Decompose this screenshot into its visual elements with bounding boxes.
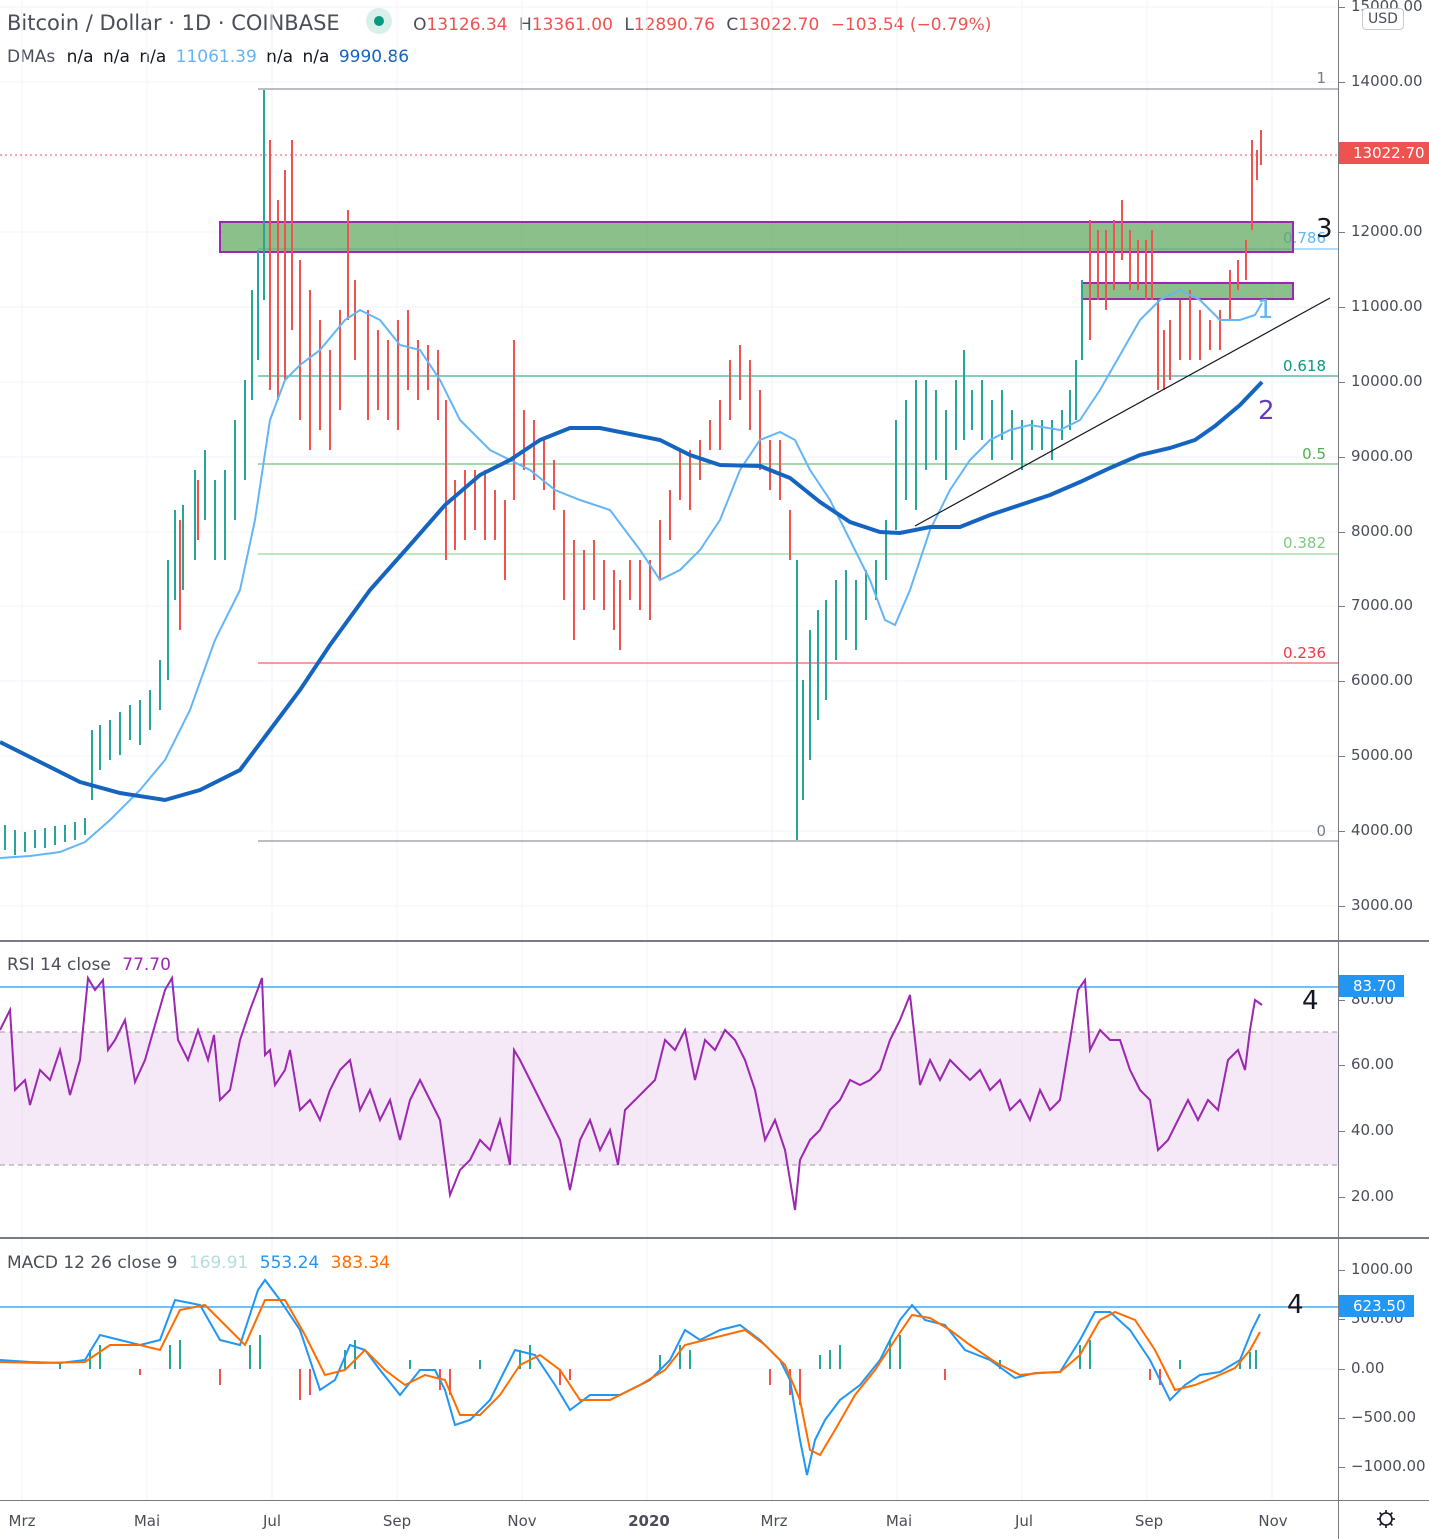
dma200-value: 9990.86	[338, 47, 410, 67]
pane-separator-rsi[interactable]	[0, 940, 1429, 942]
macd-hline-tag: 623.50	[1339, 1295, 1414, 1317]
trendline[interactable]	[914, 297, 1331, 527]
svg-text:0.618: 0.618	[1283, 357, 1326, 375]
annotation-3: 3	[1316, 214, 1333, 244]
chart-canvas[interactable]: 1 0.786 0.618 0.5 0.382 0.236 0	[0, 0, 1338, 1500]
symbol-legend: Bitcoin / Dollar · 1D · COINBASE O13126.…	[7, 8, 1003, 35]
macd-line	[0, 1278, 1261, 1476]
dmas-title: DMAs	[7, 47, 56, 67]
rsi-title: RSI 14 close	[7, 955, 111, 975]
macd-axis[interactable]: 1000.00 500.00 0.00 −500.00 −1000.00 623…	[1338, 1239, 1429, 1500]
resistance-zone-3[interactable]	[219, 221, 1294, 253]
macd-title: MACD 12 26 close 9	[7, 1253, 178, 1273]
axis-corner	[1338, 1500, 1339, 1539]
rsi-band	[0, 1032, 1338, 1165]
ohlc-values: O13126.34 H13361.00 L12890.76 C13022.70 …	[413, 15, 992, 35]
signal-value: 383.34	[330, 1253, 391, 1273]
macd-legend[interactable]: MACD 12 26 close 9 169.91 553.24 383.34	[7, 1253, 396, 1273]
change-value: −103.54 (−0.79%)	[830, 15, 992, 35]
signal-line	[0, 1299, 1261, 1457]
rsi-axis[interactable]: 80.00 60.00 40.00 20.00 83.70	[1338, 942, 1429, 1237]
svg-text:0.236: 0.236	[1283, 644, 1326, 662]
dma50-value: 11061.39	[175, 47, 257, 67]
pane-separator-macd[interactable]	[0, 1237, 1429, 1239]
high-value: 13361.00	[531, 15, 613, 35]
dmas-legend[interactable]: DMAs n/a n/a n/a 11061.39 n/a n/a 9990.8…	[7, 47, 410, 67]
rsi-legend[interactable]: RSI 14 close 77.70	[7, 955, 177, 975]
settings-gear-icon[interactable]	[1375, 1508, 1397, 1530]
rsi-value: 77.70	[122, 955, 171, 975]
open-value: 13126.34	[426, 15, 508, 35]
svg-text:0.5: 0.5	[1302, 445, 1326, 463]
dma-50-line	[0, 288, 1263, 859]
macd-histogram-value: 169.91	[188, 1253, 249, 1273]
svg-text:0.382: 0.382	[1283, 534, 1326, 552]
annotation-1: 1	[1257, 295, 1274, 325]
price-axis[interactable]: 15000.00 14000.00 12000.00 11000.00 1000…	[1338, 0, 1429, 940]
market-status-dot	[366, 8, 393, 34]
currency-button[interactable]: USD	[1362, 8, 1404, 30]
annotation-4-rsi: 4	[1302, 986, 1319, 1016]
annotation-2: 2	[1258, 396, 1275, 426]
macd-value: 553.24	[259, 1253, 320, 1273]
rsi-line	[0, 974, 1263, 1211]
last-price-tag: 13022.70	[1339, 142, 1429, 164]
price-bars	[4, 90, 1262, 855]
close-value: 13022.70	[738, 15, 820, 35]
rsi-hline-tag: 83.70	[1339, 975, 1404, 997]
low-value: 12890.76	[633, 15, 715, 35]
dma-200-line	[0, 380, 1264, 803]
svg-text:0: 0	[1316, 822, 1326, 840]
time-axis-border	[0, 1500, 1429, 1501]
svg-text:1: 1	[1316, 69, 1326, 87]
annotation-4-macd: 4	[1287, 1290, 1304, 1320]
symbol-title[interactable]: Bitcoin / Dollar · 1D · COINBASE	[7, 11, 340, 35]
